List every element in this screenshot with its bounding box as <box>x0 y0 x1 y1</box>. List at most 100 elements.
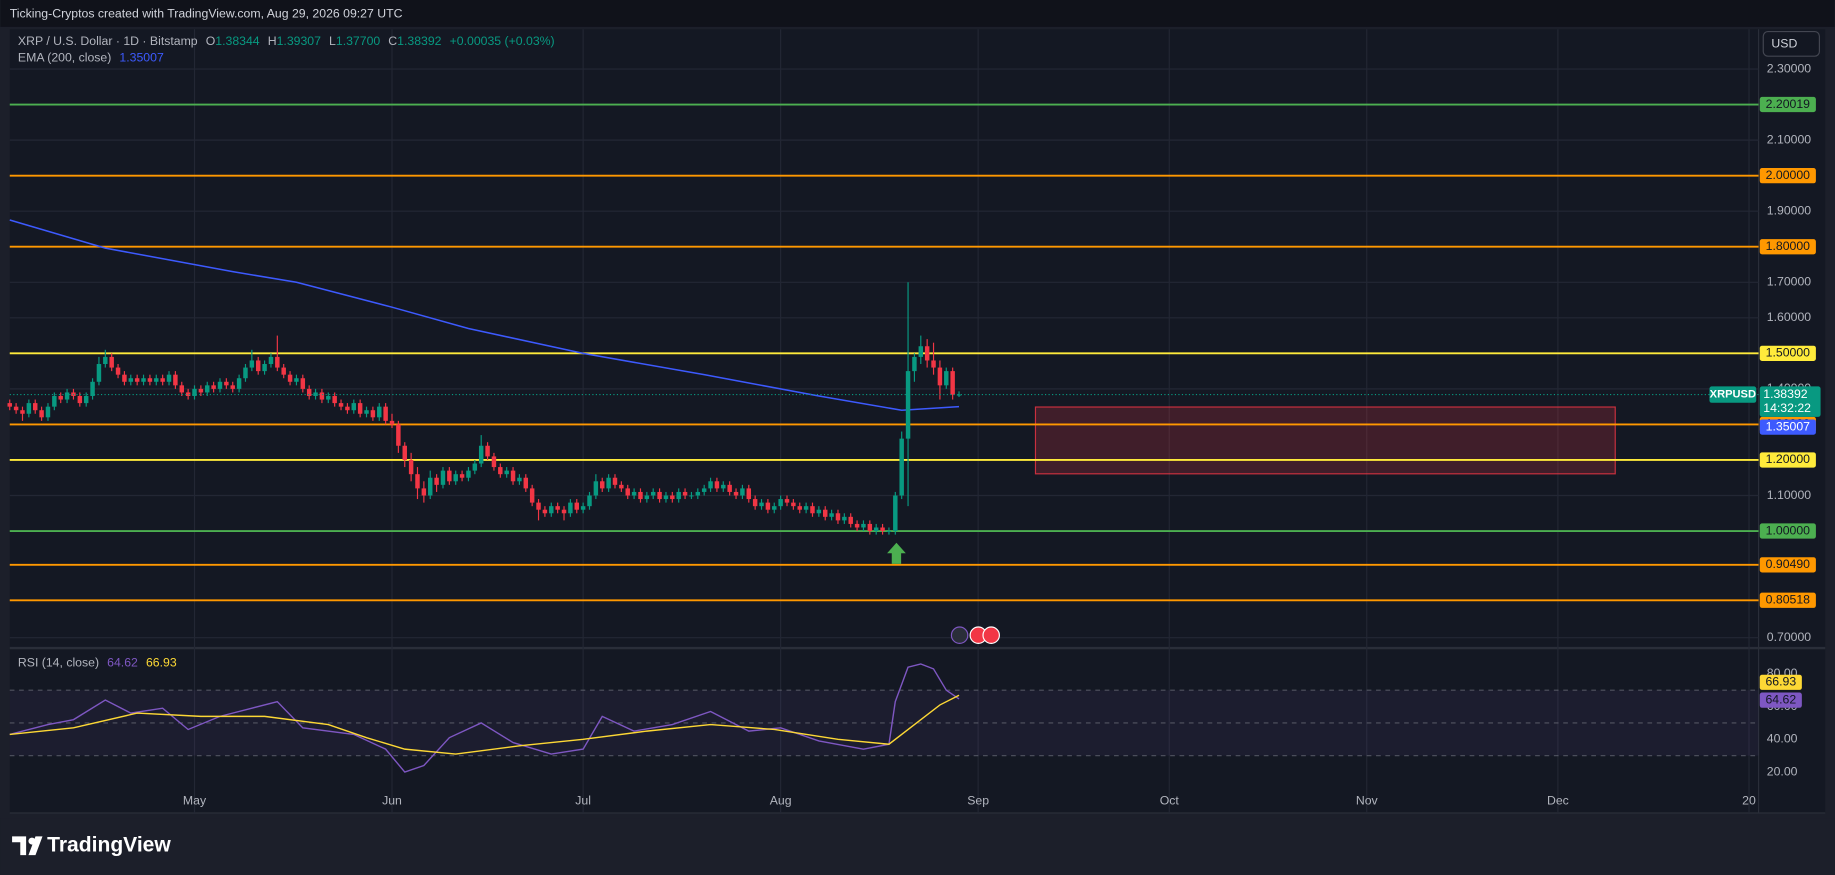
candle-body <box>600 481 605 489</box>
candle-body <box>141 378 146 382</box>
candle-body <box>294 378 299 382</box>
rsi-line <box>9 694 960 755</box>
rsi-value: 64.62 <box>107 656 138 670</box>
candle-body <box>13 406 19 411</box>
candle-body <box>402 445 407 460</box>
candle-body <box>829 513 834 517</box>
candle-body <box>746 488 752 500</box>
candle-body <box>185 392 191 396</box>
countdown: 14:32:22 <box>1763 401 1811 415</box>
candle-body <box>873 527 879 532</box>
candle-body <box>7 403 12 407</box>
candle-body <box>727 484 732 492</box>
level-label: 0.90490 <box>1766 557 1811 571</box>
candle-body <box>803 506 809 510</box>
legend-value: 1.38392 <box>397 34 442 48</box>
candle-body <box>83 395 89 404</box>
candle-body <box>765 502 771 510</box>
candle-body <box>205 385 210 393</box>
candle-body <box>816 509 822 514</box>
ema-name: EMA (200, close) <box>18 51 111 65</box>
candle-body <box>236 378 242 389</box>
currency[interactable]: USD <box>1771 37 1797 51</box>
last-price-badge <box>1759 386 1821 417</box>
candle-body <box>498 467 503 475</box>
symbol-tag <box>1709 386 1757 403</box>
candle-body <box>670 495 675 500</box>
legend-value: 1.39307 <box>277 34 322 48</box>
candle-body <box>319 392 325 400</box>
candle-body <box>638 491 643 500</box>
candle-body <box>96 364 102 382</box>
level-label: 1.00000 <box>1766 523 1811 537</box>
level-label: 0.80518 <box>1766 593 1811 607</box>
candle-body <box>332 395 337 404</box>
candle-body <box>115 367 121 375</box>
candle-body <box>822 509 828 517</box>
candle-body <box>345 406 350 411</box>
candle-body <box>230 385 235 389</box>
signal-arrow <box>887 542 906 564</box>
candle-body <box>657 491 662 500</box>
candle-body <box>26 403 32 414</box>
candle-body <box>427 477 433 496</box>
candle-body <box>466 470 471 478</box>
candle-body <box>45 406 51 418</box>
level-label: 2.20019 <box>1766 97 1811 111</box>
y-tick-label: 1.90000 <box>1767 203 1812 217</box>
candle-body <box>676 491 681 500</box>
candle-body <box>408 459 414 475</box>
rsi-legend: RSI (14, close) 64.62 66.93 <box>18 656 177 670</box>
logo-icon <box>28 837 36 845</box>
ema-value: 1.35007 <box>119 51 164 65</box>
candle-body <box>389 420 395 425</box>
candle-body <box>504 470 509 475</box>
x-tick-label: Aug <box>770 794 792 808</box>
candle-body <box>759 502 764 507</box>
candle-body <box>689 495 694 497</box>
candle-body <box>561 509 567 514</box>
level-badge <box>1759 96 1816 113</box>
candle-body <box>663 495 669 500</box>
legend-value: 1.37700 <box>336 34 381 48</box>
candle-body <box>918 346 924 357</box>
event-icon[interactable] <box>982 626 1000 644</box>
candle-body <box>300 378 306 389</box>
level-badge <box>1759 168 1816 184</box>
candle-body <box>555 506 560 510</box>
level-badge <box>1759 452 1816 468</box>
y-tick-label: 1.10000 <box>1767 488 1812 502</box>
candle-body <box>255 360 261 372</box>
candle-body <box>173 374 178 386</box>
candle-body <box>880 527 885 532</box>
ema-line <box>9 219 960 412</box>
candle-body <box>937 367 943 386</box>
candle-body <box>867 523 873 532</box>
candle-body <box>440 470 446 485</box>
x-tick-label: Jul <box>575 794 591 808</box>
candle-body <box>243 367 248 379</box>
rsi-badge <box>1759 674 1802 690</box>
candle-body <box>510 470 516 482</box>
candle-body <box>198 388 204 393</box>
candle-body <box>695 491 701 496</box>
candle-body <box>351 403 357 411</box>
candle-body <box>415 474 420 489</box>
candle-body <box>835 513 841 521</box>
currency-button[interactable] <box>1762 30 1820 57</box>
level-badge <box>1759 523 1816 539</box>
candle-body <box>574 502 579 510</box>
candle-body <box>619 484 624 489</box>
event-icon[interactable] <box>950 626 969 644</box>
candle-body <box>784 499 790 503</box>
candle-body <box>326 395 331 400</box>
candle-body <box>192 388 197 396</box>
candle-body <box>854 523 860 528</box>
candle-body <box>472 463 478 471</box>
candle-body <box>606 477 611 489</box>
candle-body <box>682 491 688 496</box>
legend: XRP / U.S. Dollar · 1D · Bitstamp O1.383… <box>18 34 555 48</box>
rsi-badge-label: 64.62 <box>1765 692 1796 706</box>
